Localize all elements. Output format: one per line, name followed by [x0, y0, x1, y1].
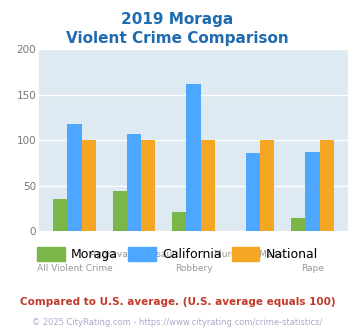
- Bar: [260, 140, 274, 231]
- Bar: [172, 212, 186, 231]
- Bar: [305, 152, 320, 231]
- Text: © 2025 CityRating.com - https://www.cityrating.com/crime-statistics/: © 2025 CityRating.com - https://www.city…: [32, 318, 323, 327]
- Bar: [320, 140, 334, 231]
- Text: Rape: Rape: [301, 264, 324, 273]
- Bar: [141, 140, 155, 231]
- Bar: [186, 84, 201, 231]
- Bar: [113, 191, 127, 231]
- Bar: [246, 153, 260, 231]
- Bar: [291, 218, 305, 231]
- Text: Compared to U.S. average. (U.S. average equals 100): Compared to U.S. average. (U.S. average …: [20, 297, 335, 307]
- Text: All Violent Crime: All Violent Crime: [37, 264, 113, 273]
- Legend: Moraga, California, National: Moraga, California, National: [32, 242, 323, 266]
- Bar: [82, 140, 96, 231]
- Bar: [67, 124, 82, 231]
- Text: Robbery: Robbery: [175, 264, 212, 273]
- Bar: [53, 199, 67, 231]
- Text: Aggravated Assault: Aggravated Assault: [90, 250, 178, 259]
- Bar: [201, 140, 215, 231]
- Text: Murder & Mans...: Murder & Mans...: [214, 250, 292, 259]
- Bar: [127, 134, 141, 231]
- Text: Violent Crime Comparison: Violent Crime Comparison: [66, 31, 289, 46]
- Text: 2019 Moraga: 2019 Moraga: [121, 12, 234, 26]
